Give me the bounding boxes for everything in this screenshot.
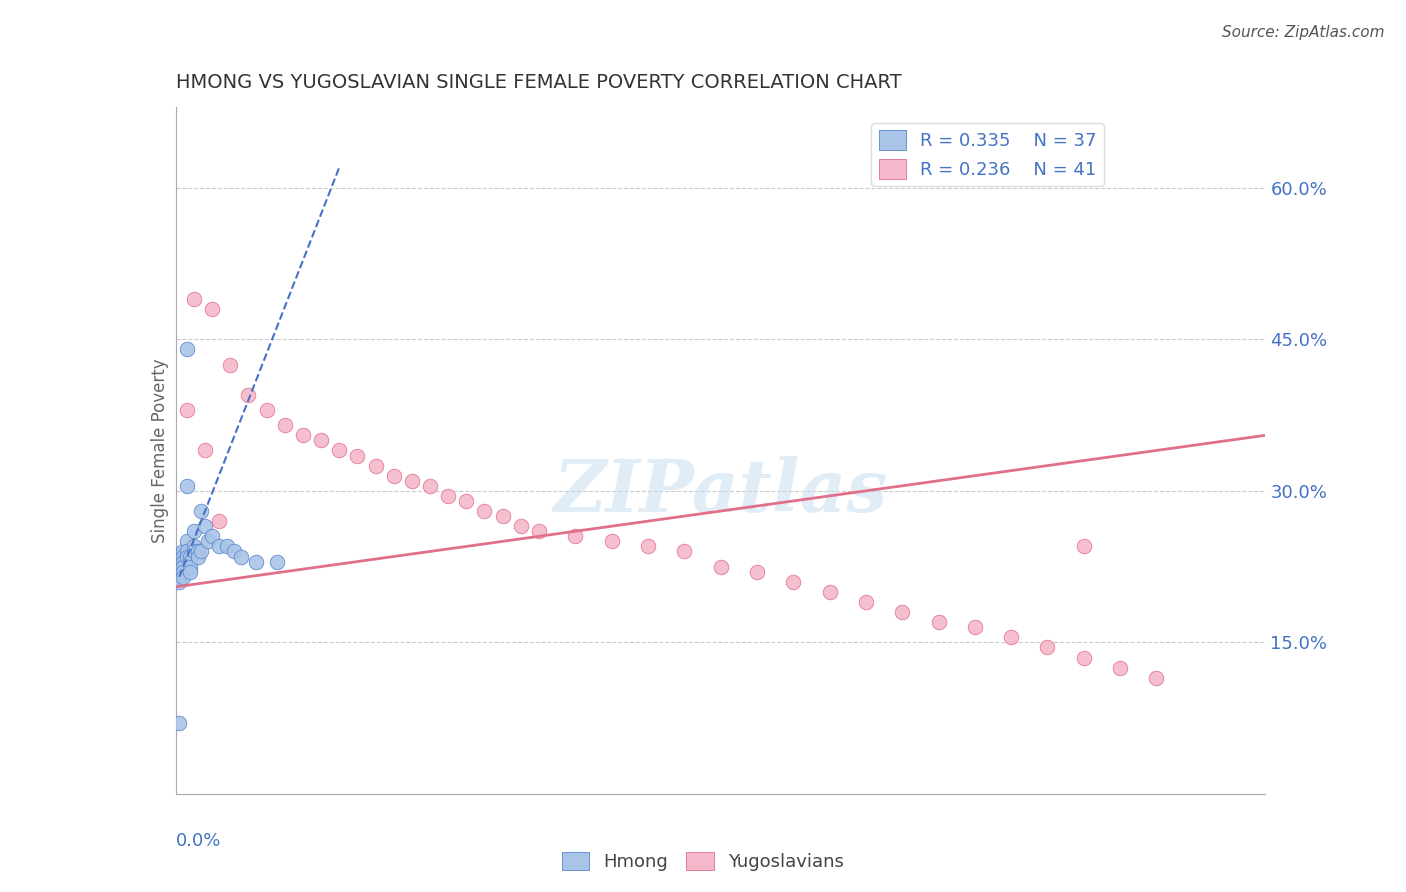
Point	[169, 716, 191, 731]
Point	[215, 540, 238, 554]
Point	[201, 529, 224, 543]
Point	[637, 540, 659, 554]
Point	[1109, 660, 1132, 674]
Point	[208, 514, 231, 528]
Point	[183, 524, 205, 539]
Point	[176, 343, 198, 357]
Point	[176, 534, 198, 549]
Point	[201, 301, 224, 316]
Text: HMONG VS YUGOSLAVIAN SINGLE FEMALE POVERTY CORRELATION CHART: HMONG VS YUGOSLAVIAN SINGLE FEMALE POVER…	[176, 72, 901, 92]
Text: 0.0%: 0.0%	[176, 831, 221, 850]
Point	[183, 540, 205, 554]
Point	[855, 595, 877, 609]
Y-axis label: Single Female Poverty: Single Female Poverty	[150, 359, 169, 542]
Point	[710, 559, 733, 574]
Point	[364, 458, 387, 473]
Point	[169, 559, 191, 574]
Point	[509, 519, 531, 533]
Point	[190, 544, 212, 558]
Point	[291, 428, 314, 442]
Point	[782, 574, 804, 589]
Point	[183, 292, 205, 306]
Point	[527, 524, 550, 539]
Text: ZIPatlas: ZIPatlas	[554, 456, 887, 527]
Point	[194, 519, 217, 533]
Point	[176, 544, 198, 558]
Point	[172, 549, 194, 564]
Point	[219, 358, 242, 372]
Point	[197, 534, 219, 549]
Point	[309, 434, 332, 448]
Point	[172, 559, 194, 574]
Point	[176, 479, 198, 493]
Legend: Hmong, Yugoslavians: Hmong, Yugoslavians	[555, 845, 851, 879]
Point	[1073, 540, 1095, 554]
Text: Source: ZipAtlas.com: Source: ZipAtlas.com	[1222, 25, 1385, 40]
Point	[169, 570, 191, 584]
Point	[266, 555, 288, 569]
Point	[891, 605, 914, 619]
Point	[238, 388, 260, 402]
Point	[190, 504, 212, 518]
Point	[1036, 640, 1059, 655]
Point	[673, 544, 696, 558]
Point	[183, 544, 205, 558]
Legend: R = 0.335    N = 37, R = 0.236    N = 41: R = 0.335 N = 37, R = 0.236 N = 41	[872, 123, 1104, 186]
Point	[419, 479, 441, 493]
Point	[172, 544, 194, 558]
Point	[169, 549, 191, 564]
Point	[245, 555, 267, 569]
Point	[474, 504, 496, 518]
Point	[179, 555, 201, 569]
Point	[346, 449, 368, 463]
Point	[274, 418, 297, 433]
Point	[401, 474, 423, 488]
Point	[231, 549, 253, 564]
Point	[745, 565, 768, 579]
Point	[600, 534, 623, 549]
Point	[1000, 630, 1022, 644]
Point	[1073, 650, 1095, 665]
Point	[382, 468, 405, 483]
Point	[194, 443, 217, 458]
Point	[186, 544, 209, 558]
Point	[564, 529, 586, 543]
Point	[328, 443, 350, 458]
Point	[256, 403, 278, 417]
Point	[172, 570, 194, 584]
Point	[169, 574, 191, 589]
Point	[928, 615, 950, 630]
Point	[456, 494, 478, 508]
Point	[169, 565, 191, 579]
Point	[1146, 671, 1168, 685]
Point	[172, 565, 194, 579]
Point	[179, 565, 201, 579]
Point	[492, 509, 515, 524]
Point	[437, 489, 460, 503]
Point	[222, 544, 245, 558]
Point	[172, 555, 194, 569]
Point	[176, 549, 198, 564]
Point	[176, 403, 198, 417]
Point	[179, 559, 201, 574]
Point	[186, 549, 209, 564]
Point	[208, 540, 231, 554]
Point	[179, 549, 201, 564]
Point	[818, 585, 841, 599]
Point	[963, 620, 986, 634]
